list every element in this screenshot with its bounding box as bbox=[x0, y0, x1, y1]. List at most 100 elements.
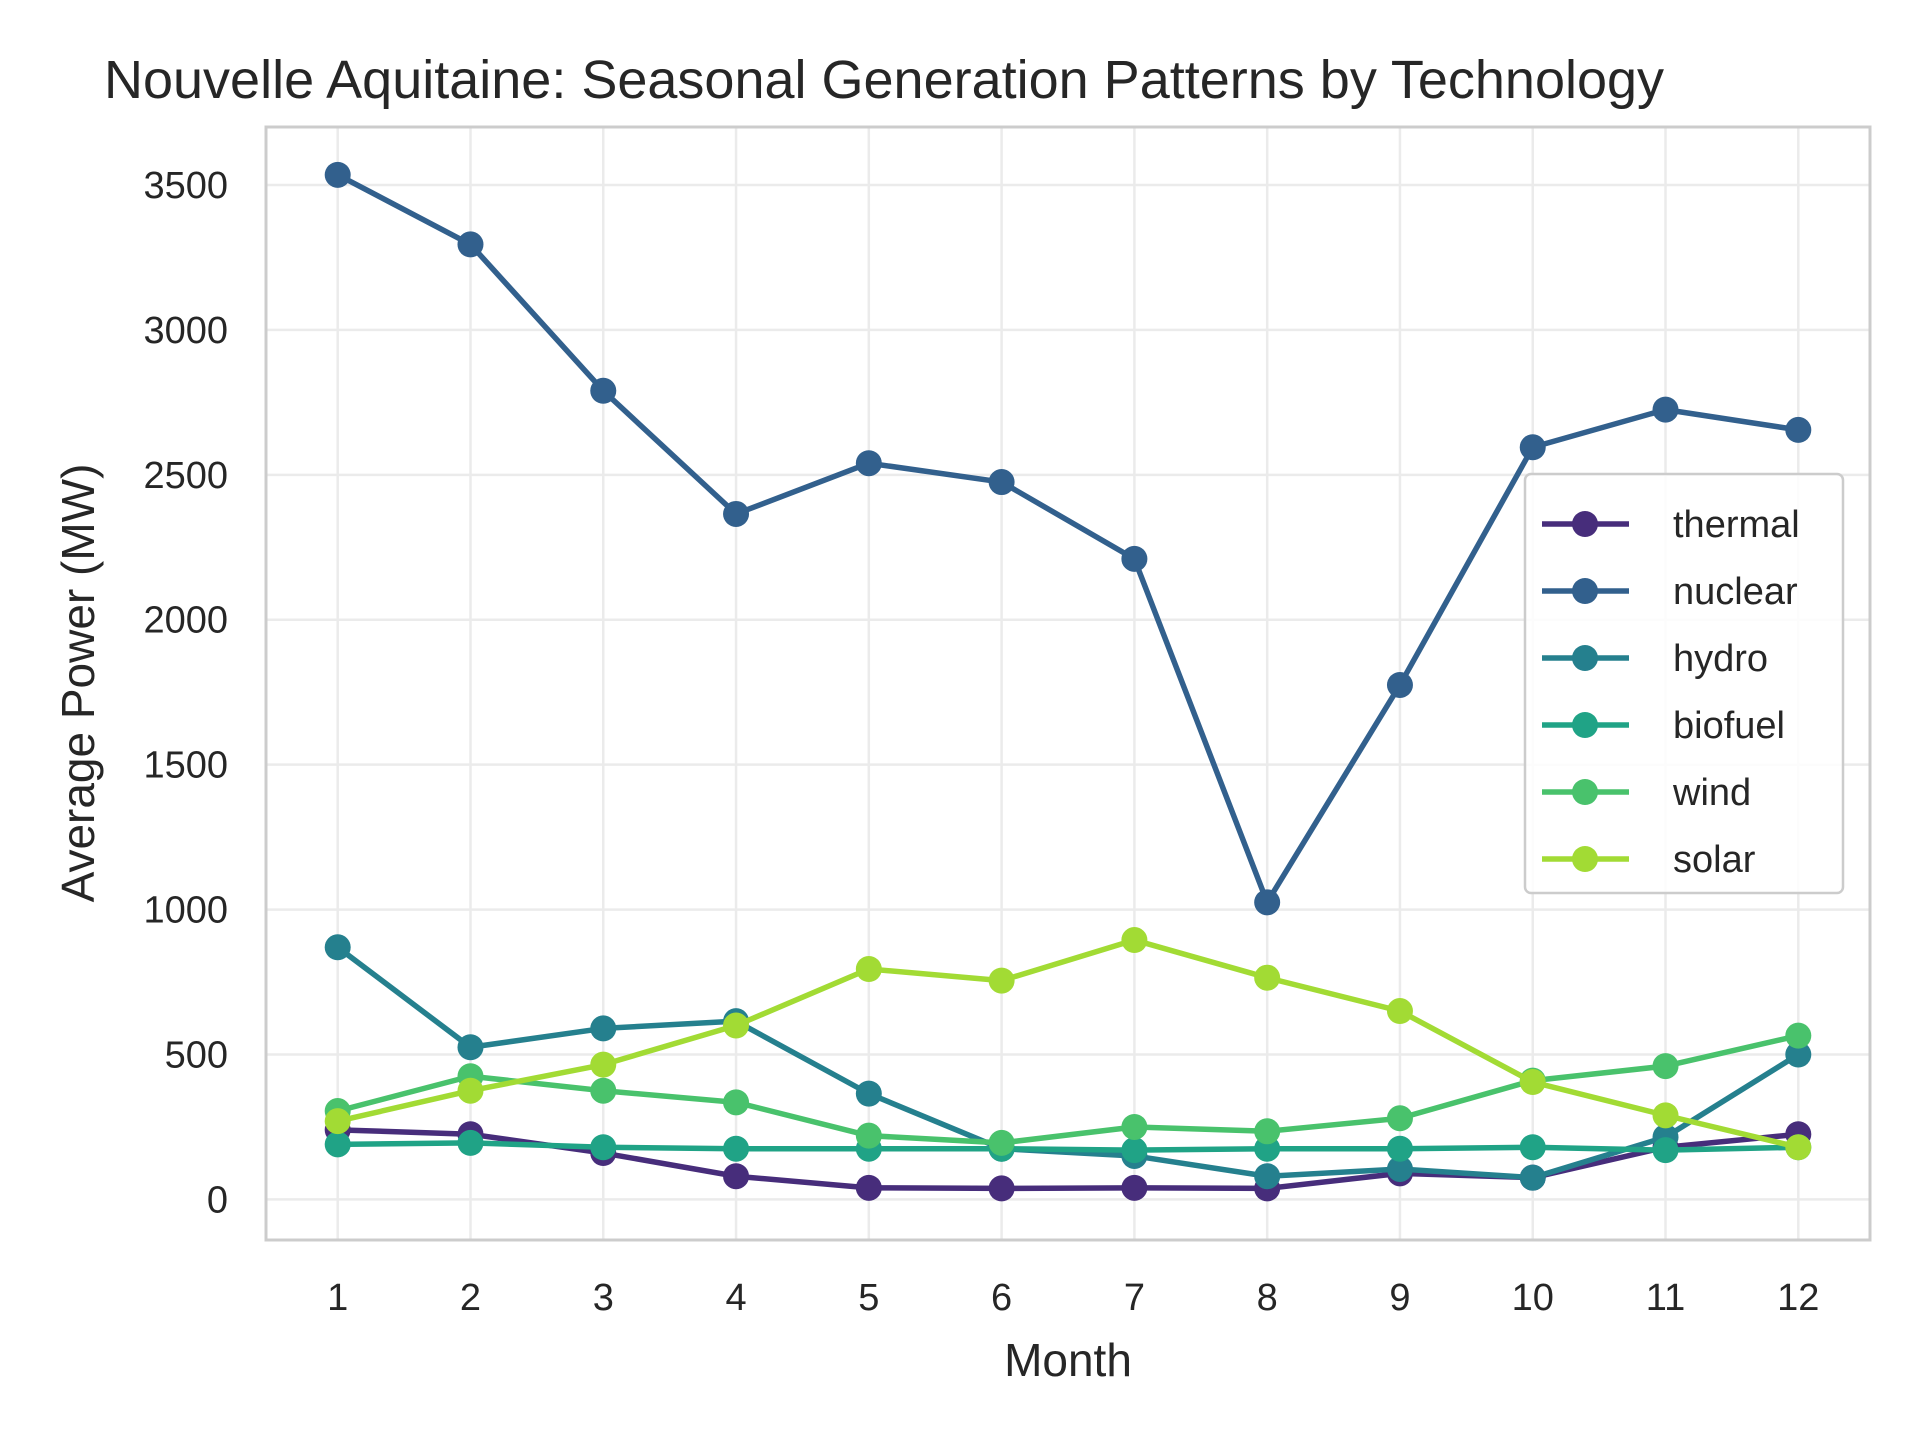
x-tick-label: 6 bbox=[991, 1277, 1012, 1319]
data-point-wind bbox=[1652, 1053, 1679, 1080]
data-point-nuclear bbox=[1519, 434, 1546, 461]
y-tick-label: 1000 bbox=[143, 890, 228, 932]
data-point-solar bbox=[1254, 964, 1281, 991]
legend: thermal nuclear hydro biofuel wind solar bbox=[1523, 472, 1845, 895]
y-tick-label: 3000 bbox=[143, 310, 228, 352]
x-tick-label: 8 bbox=[1257, 1277, 1278, 1319]
legend-entry-nuclear: nuclear bbox=[1542, 571, 1798, 613]
legend-box bbox=[1523, 472, 1845, 895]
legend-entry-thermal: thermal bbox=[1542, 504, 1800, 546]
data-point-nuclear bbox=[723, 500, 750, 527]
y-tick-label: 0 bbox=[207, 1179, 228, 1221]
data-point-solar bbox=[324, 1108, 351, 1135]
legend-label-thermal: thermal bbox=[1673, 504, 1800, 546]
series-line-nuclear bbox=[334, 172, 1802, 906]
data-point-biofuel bbox=[590, 1134, 617, 1161]
data-point-thermal bbox=[988, 1175, 1015, 1202]
data-point-biofuel bbox=[457, 1129, 484, 1156]
data-point-solar bbox=[1785, 1134, 1812, 1161]
data-point-solar bbox=[457, 1077, 484, 1104]
legend-label-biofuel: biofuel bbox=[1673, 705, 1785, 747]
data-point-biofuel bbox=[1121, 1137, 1148, 1164]
data-point-nuclear bbox=[1785, 416, 1812, 443]
series-line-biofuel bbox=[334, 1140, 1802, 1153]
x-tick-label: 4 bbox=[725, 1277, 746, 1319]
data-point-wind bbox=[855, 1122, 882, 1149]
data-point-wind bbox=[1254, 1118, 1281, 1145]
data-point-wind bbox=[1785, 1022, 1812, 1049]
chart-title: Nouvelle Aquitaine: Seasonal Generation … bbox=[104, 50, 1664, 110]
legend-marker-solar bbox=[1572, 846, 1598, 872]
series-line-solar bbox=[334, 937, 1802, 1150]
legend-label-hydro: hydro bbox=[1673, 638, 1768, 680]
data-point-solar bbox=[855, 955, 882, 982]
data-point-nuclear bbox=[457, 231, 484, 258]
x-tick-label: 10 bbox=[1512, 1277, 1554, 1319]
legend-entry-solar: solar bbox=[1542, 839, 1756, 881]
y-tick-label: 3500 bbox=[143, 165, 228, 207]
data-point-nuclear bbox=[1386, 671, 1413, 698]
legend-label-solar: solar bbox=[1673, 839, 1756, 881]
legend-label-wind: wind bbox=[1672, 772, 1751, 814]
data-point-biofuel bbox=[324, 1131, 351, 1158]
legend-marker-biofuel bbox=[1572, 712, 1598, 738]
data-point-hydro bbox=[1519, 1164, 1546, 1191]
data-point-hydro bbox=[1386, 1155, 1413, 1182]
legend-marker-wind bbox=[1572, 779, 1598, 805]
x-tick-label: 3 bbox=[593, 1277, 614, 1319]
data-point-nuclear bbox=[1652, 396, 1679, 423]
legend-entry-biofuel: biofuel bbox=[1542, 705, 1785, 747]
x-tick-label: 9 bbox=[1389, 1277, 1410, 1319]
y-tick-label: 500 bbox=[165, 1035, 228, 1077]
legend-marker-nuclear bbox=[1572, 578, 1598, 604]
y-axis-label: Average Power (MW) bbox=[52, 464, 104, 903]
data-point-wind bbox=[1386, 1105, 1413, 1132]
series-nuclear bbox=[324, 161, 1812, 916]
data-point-solar bbox=[1386, 998, 1413, 1025]
data-point-nuclear bbox=[988, 469, 1015, 496]
data-point-solar bbox=[1519, 1069, 1546, 1096]
data-point-nuclear bbox=[324, 161, 351, 188]
series-lines bbox=[324, 161, 1812, 1202]
axis-ticks: 1 2 3 4 5 6 7 8 9 10 11 120500100015002000250030003… bbox=[143, 165, 1819, 1319]
x-tick-label: 1 bbox=[327, 1277, 348, 1319]
x-tick-label: 11 bbox=[1646, 1277, 1685, 1319]
data-point-hydro bbox=[1254, 1163, 1281, 1190]
legend-marker-hydro bbox=[1572, 645, 1598, 671]
data-point-nuclear bbox=[590, 377, 617, 404]
x-tick-label: 5 bbox=[858, 1277, 879, 1319]
y-tick-label: 2500 bbox=[143, 455, 228, 497]
x-tick-label: 7 bbox=[1124, 1277, 1145, 1319]
data-point-wind bbox=[1121, 1113, 1148, 1140]
y-tick-label: 2000 bbox=[143, 600, 228, 642]
data-point-nuclear bbox=[1254, 889, 1281, 916]
x-axis-label: Month bbox=[1004, 1334, 1132, 1386]
data-point-solar bbox=[988, 967, 1015, 994]
data-point-solar bbox=[723, 1012, 750, 1039]
data-point-biofuel bbox=[1652, 1137, 1679, 1164]
legend-entry-hydro: hydro bbox=[1542, 638, 1768, 680]
plot-frame bbox=[264, 125, 1872, 1242]
data-point-solar bbox=[1652, 1102, 1679, 1129]
data-point-wind bbox=[723, 1089, 750, 1116]
data-point-hydro bbox=[1785, 1041, 1812, 1068]
data-point-thermal bbox=[1121, 1174, 1148, 1201]
data-point-biofuel bbox=[723, 1135, 750, 1162]
data-point-nuclear bbox=[1121, 545, 1148, 572]
legend-entry-wind: wind bbox=[1542, 772, 1751, 814]
y-tick-label: 1500 bbox=[143, 745, 228, 787]
data-point-biofuel bbox=[1386, 1135, 1413, 1162]
data-point-biofuel bbox=[1519, 1134, 1546, 1161]
series-line-wind bbox=[334, 1032, 1802, 1146]
x-tick-label: 2 bbox=[460, 1277, 481, 1319]
data-point-nuclear bbox=[855, 450, 882, 477]
data-point-solar bbox=[1121, 927, 1148, 954]
series-solar bbox=[324, 927, 1812, 1161]
data-point-hydro bbox=[457, 1034, 484, 1061]
data-point-thermal bbox=[855, 1174, 882, 1201]
x-tick-label: 12 bbox=[1777, 1277, 1819, 1319]
series-line-hydro bbox=[334, 944, 1802, 1181]
legend-marker-thermal bbox=[1572, 511, 1598, 537]
data-point-hydro bbox=[324, 934, 351, 961]
